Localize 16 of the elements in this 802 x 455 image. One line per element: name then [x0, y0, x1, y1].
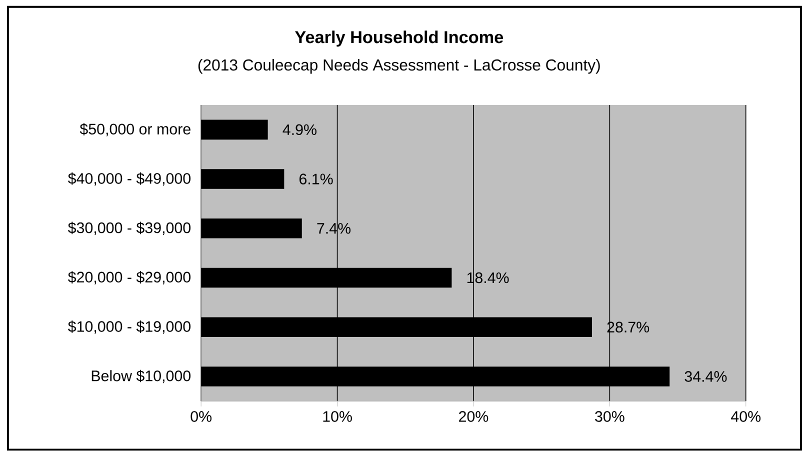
chart-title: Yearly Household Income — [295, 30, 504, 47]
x-tick-label: 0% — [190, 411, 212, 422]
x-tick-label: 10% — [323, 411, 352, 422]
data-label: 4.9% — [282, 124, 316, 136]
y-tick-label: $30,000 - $39,000 — [68, 222, 191, 236]
x-tick-label: 20% — [459, 411, 488, 422]
y-tick-label: $40,000 - $49,000 — [68, 172, 191, 186]
chart-subtitle: (2013 Couleecap Needs Assessment - LaCrosse County) — [198, 59, 600, 74]
y-tick-label: $50,000 or more — [80, 123, 190, 136]
y-tick-label: Below $10,000 — [92, 370, 191, 384]
data-label: 6.1% — [300, 174, 333, 185]
x-tick-label: 30% — [595, 411, 624, 422]
y-tick-label: $10,000 - $19,000 — [68, 320, 191, 334]
data-label: 34.4% — [684, 371, 727, 382]
x-tick-label: 40% — [731, 411, 761, 422]
y-tick-label: $20,000 - $29,000 — [68, 271, 191, 285]
